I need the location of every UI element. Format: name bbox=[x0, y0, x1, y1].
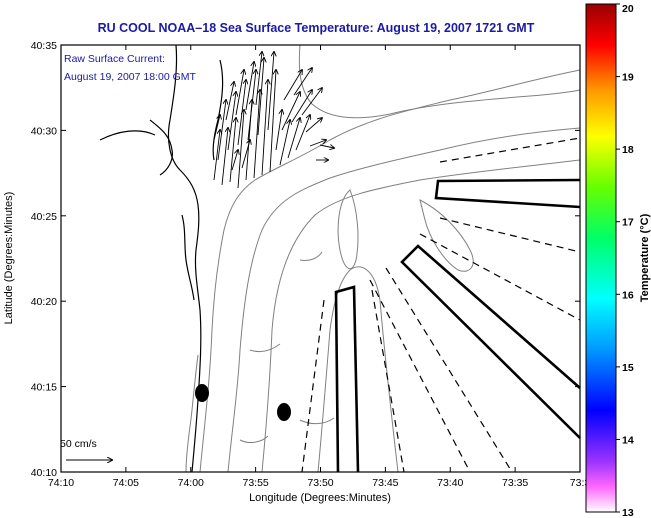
survey-box-north bbox=[434, 178, 581, 209]
y-tick-label: 40:15 bbox=[31, 382, 57, 394]
bathymetry-contours bbox=[185, 44, 581, 473]
x-tick-label: 74:10 bbox=[48, 477, 74, 489]
colorbar-tick-label: 18 bbox=[622, 144, 634, 156]
y-tick-label: 40:35 bbox=[31, 40, 57, 52]
y-axis: 40:35 40:30 40:25 40:20 40:15 40:10 bbox=[31, 40, 580, 479]
colorbar-tick-label: 16 bbox=[622, 289, 634, 301]
y-tick-label: 40:30 bbox=[31, 125, 57, 137]
x-tick-label: 74:00 bbox=[178, 477, 204, 489]
current-annotation-line1: Raw Surface Current: bbox=[64, 53, 165, 65]
dashed-track-lines bbox=[301, 137, 581, 473]
scale-label: 50 cm/s bbox=[60, 438, 97, 450]
colorbar: 20 19 18 17 16 15 14 13 Temperature (°C) bbox=[585, 3, 651, 518]
x-tick-label: 74:05 bbox=[113, 477, 139, 489]
survey-box-east bbox=[400, 244, 581, 439]
survey-boxes bbox=[334, 178, 581, 473]
y-tick-label: 40:25 bbox=[31, 211, 57, 223]
colorbar-label: Temperature (°C) bbox=[639, 213, 651, 302]
x-tick-label: 73:3 bbox=[570, 477, 591, 489]
current-annotation-line2: August 19, 2007 18:00 GMT bbox=[64, 71, 197, 83]
colorbar-tick-label: 17 bbox=[622, 217, 634, 229]
colorbar-tick-label: 20 bbox=[622, 3, 634, 15]
station-marker bbox=[277, 403, 291, 421]
station-marker bbox=[195, 384, 209, 402]
x-tick-label: 73:50 bbox=[307, 477, 333, 489]
chart-title: RU COOL NOAA–18 Sea Surface Temperature:… bbox=[98, 21, 535, 35]
x-axis: 74:10 74:05 74:00 73:55 73:50 73:45 73:40 73:35… bbox=[48, 45, 591, 489]
y-axis-label: Latitude (Degrees:Minutes) bbox=[3, 192, 15, 325]
y-tick-label: 40:20 bbox=[31, 296, 57, 308]
x-axis-label: Longitude (Degrees:Minutes) bbox=[249, 492, 391, 504]
map-area: Raw Surface Current: August 19, 2007 18:… bbox=[60, 44, 581, 473]
colorbar-tick-label: 19 bbox=[622, 72, 634, 84]
x-tick-label: 73:40 bbox=[437, 477, 463, 489]
colorbar-tick-label: 15 bbox=[622, 362, 634, 374]
survey-box-south bbox=[334, 285, 360, 473]
y-tick-label: 40:10 bbox=[31, 467, 57, 479]
colorbar-tick-label: 14 bbox=[622, 434, 634, 446]
colorbar-tick-label: 13 bbox=[622, 507, 634, 518]
x-tick-label: 73:55 bbox=[242, 477, 268, 489]
x-tick-label: 73:45 bbox=[372, 477, 398, 489]
surface-current-vectors bbox=[213, 52, 334, 189]
x-tick-label: 73:35 bbox=[502, 477, 528, 489]
